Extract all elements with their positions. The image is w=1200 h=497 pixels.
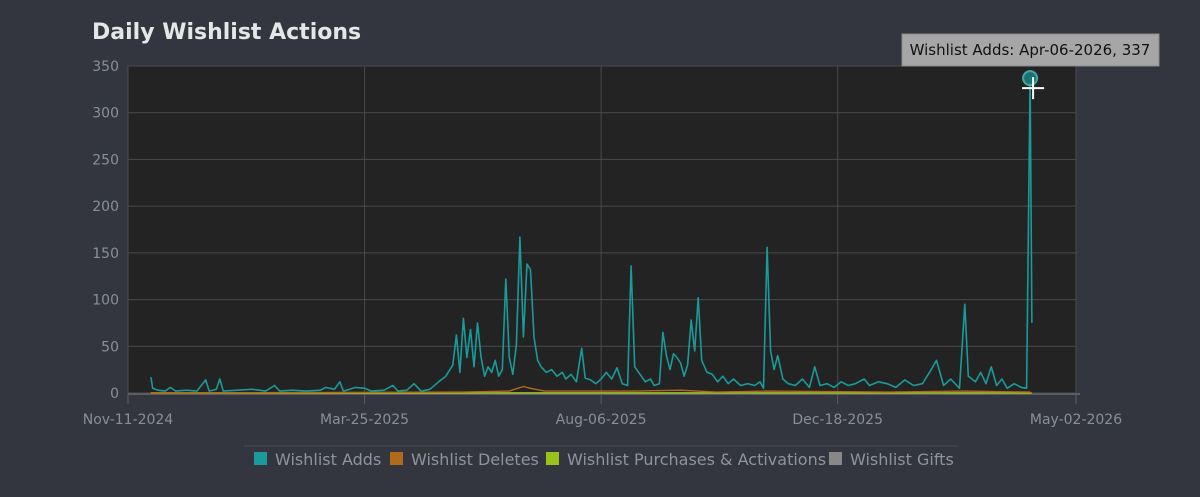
y-tick-label: 100: [92, 293, 119, 309]
hover-marker: [1022, 70, 1045, 100]
y-tick-label: 200: [92, 199, 119, 215]
x-axis-ticks: Nov-11-2024 Mar-25-2025 Aug-06-2025 Dec-18-…: [83, 394, 1122, 428]
legend-swatch: [254, 452, 267, 465]
legend-swatch: [546, 452, 559, 465]
tooltip-text: Wishlist Adds: Apr-06-2026, 337: [910, 41, 1151, 59]
x-tick-label: Nov-11-2024: [83, 412, 174, 428]
y-tick-label: 350: [92, 59, 119, 75]
series-line-wishlist-adds: [150, 77, 1033, 392]
plot-area: [127, 65, 1077, 394]
legend-swatch: [390, 452, 403, 465]
y-tick-label: 150: [92, 246, 119, 262]
legend: Wishlist Adds Wishlist Deletes Wishlist Pu…: [244, 445, 958, 469]
legend-entry-label: Wishlist Gifts: [850, 450, 954, 469]
legend-entry-label: Wishlist Deletes: [411, 450, 539, 469]
legend-entry-label: Wishlist Purchases & Activations: [567, 450, 826, 469]
legend-entry-label: Wishlist Adds: [275, 450, 381, 469]
legend-swatch: [829, 452, 842, 465]
y-tick-label: 250: [92, 152, 119, 168]
y-tick-label: 300: [92, 106, 119, 122]
x-tick-label: May-02-2026: [1030, 412, 1122, 428]
series-line-wishlist-deletes: [150, 385, 1033, 394]
series-lines: [150, 77, 1033, 394]
tooltip-box: [901, 33, 1160, 67]
hover-point: [1022, 70, 1039, 87]
tooltip: Wishlist Adds: Apr-06-2026, 337: [901, 33, 1160, 67]
x-tick-label: Dec-18-2025: [792, 412, 883, 428]
x-tick-label: Aug-06-2025: [556, 412, 647, 428]
chart-title: Daily Wishlist Actions: [92, 20, 362, 45]
y-tick-label: 50: [101, 339, 119, 355]
y-tick-label: 0: [110, 386, 119, 402]
y-axis-ticks: 0 50 100 150 200 250 300 350: [92, 59, 119, 402]
x-tick-label: Mar-25-2025: [320, 412, 409, 428]
